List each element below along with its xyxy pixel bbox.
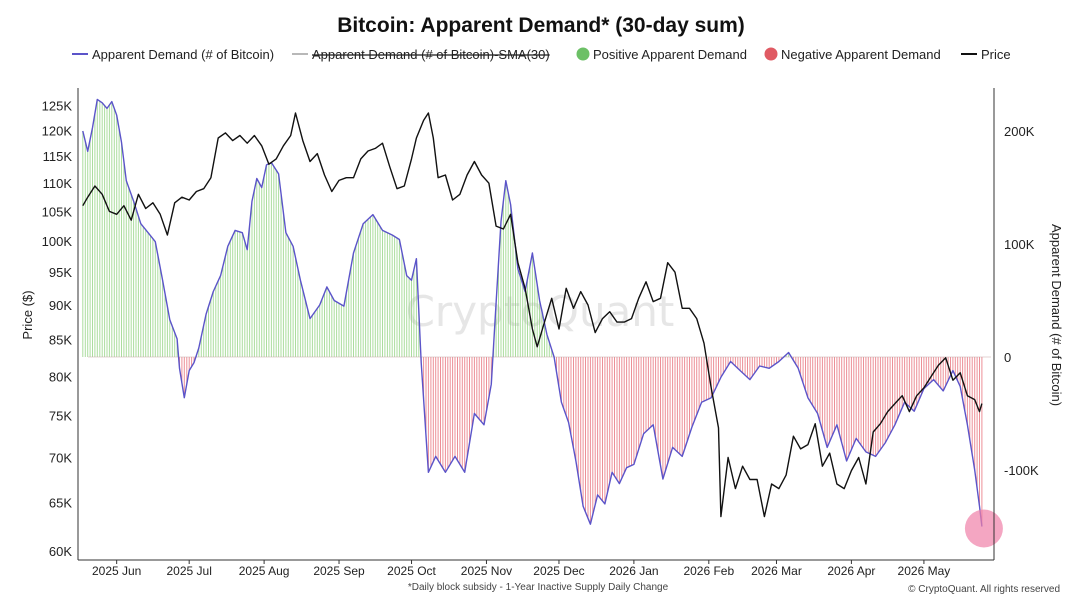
y-right-tick-label: 200K <box>1004 124 1035 139</box>
legend-label: Negative Apparent Demand <box>781 47 941 62</box>
legend-label: Apparent Demand (# of Bitcoin)-SMA(30) <box>312 47 550 62</box>
y-left-tick-label: 80K <box>49 369 72 384</box>
footnote: *Daily block subsidy - 1-Year Inactive S… <box>408 582 669 593</box>
legend-swatch-dot <box>764 47 778 61</box>
y-left-tick-label: 120K <box>42 123 73 138</box>
x-tick-label: 2025 Oct <box>387 564 436 578</box>
price-line <box>82 112 983 518</box>
legend-swatch-dot <box>576 47 590 61</box>
y-left-tick-label: 75K <box>49 409 72 424</box>
y-axis-left-label: Price ($) <box>20 290 35 339</box>
legend-label: Positive Apparent Demand <box>593 47 747 62</box>
y-left-tick-label: 125K <box>42 99 73 114</box>
y-left-tick-label: 85K <box>49 333 72 348</box>
apparent-demand-line <box>82 98 983 527</box>
axes: 60K 65K 70K 75K 80K 85K 90K 95K 100K 105K 110K 115K… <box>42 88 1039 578</box>
legend-item: Apparent Demand (# of Bitcoin) <box>72 47 274 62</box>
y-axis-right-label: Apparent Demand (# of Bitcoin) <box>1049 224 1064 406</box>
x-tick-label: 2025 Jul <box>166 564 211 578</box>
x-tick-label: 2025 Aug <box>239 564 290 578</box>
x-tick-label: 2025 Nov <box>461 564 512 578</box>
y-left-tick-label: 105K <box>42 204 73 219</box>
legend-label: Price <box>981 47 1011 62</box>
y-left-tick-label: 115K <box>43 149 73 164</box>
y-left-tick-label: 65K <box>49 495 72 510</box>
highlight-marker <box>964 509 1003 548</box>
legend-label: Apparent Demand (# of Bitcoin) <box>92 47 274 62</box>
x-tick-label: 2026 Apr <box>827 564 875 578</box>
x-tick-label: 2026 Jan <box>609 564 658 578</box>
y-left-tick-label: 90K <box>49 298 72 313</box>
demand-bars <box>82 99 991 527</box>
y-left-tick-label: 70K <box>49 450 72 465</box>
legend-item: Apparent Demand (# of Bitcoin)-SMA(30) <box>292 47 550 62</box>
x-tick-label: 2026 Feb <box>683 564 734 578</box>
chart-legend[interactable]: Apparent Demand (# of Bitcoin) Apparent D… <box>72 47 1011 62</box>
y-right-tick-label: -100K <box>1004 463 1039 478</box>
copyright: © CryptoQuant. All rights reserved <box>908 584 1060 595</box>
x-tick-label: 2025 Sep <box>313 564 365 578</box>
x-tick-label: 2025 Dec <box>533 564 584 578</box>
y-left-tick-label: 110K <box>43 176 73 191</box>
y-right-tick-label: 100K <box>1004 237 1035 252</box>
chart-title: Bitcoin: Apparent Demand* (30-day sum) <box>337 14 745 37</box>
x-tick-label: 2026 Mar <box>751 564 802 578</box>
x-tick-label: 2025 Jun <box>92 564 141 578</box>
legend-item: Price <box>961 47 1011 62</box>
x-tick-label: 2026 May <box>898 564 951 578</box>
series-lines <box>82 98 1003 548</box>
y-left-tick-label: 60K <box>49 544 72 559</box>
y-left-tick-label: 100K <box>42 234 73 249</box>
y-left-tick-label: 95K <box>49 265 72 280</box>
legend-item: Positive Apparent Demand <box>576 47 747 62</box>
y-right-tick-label: 0 <box>1004 350 1011 365</box>
legend-item: Negative Apparent Demand <box>764 47 941 62</box>
